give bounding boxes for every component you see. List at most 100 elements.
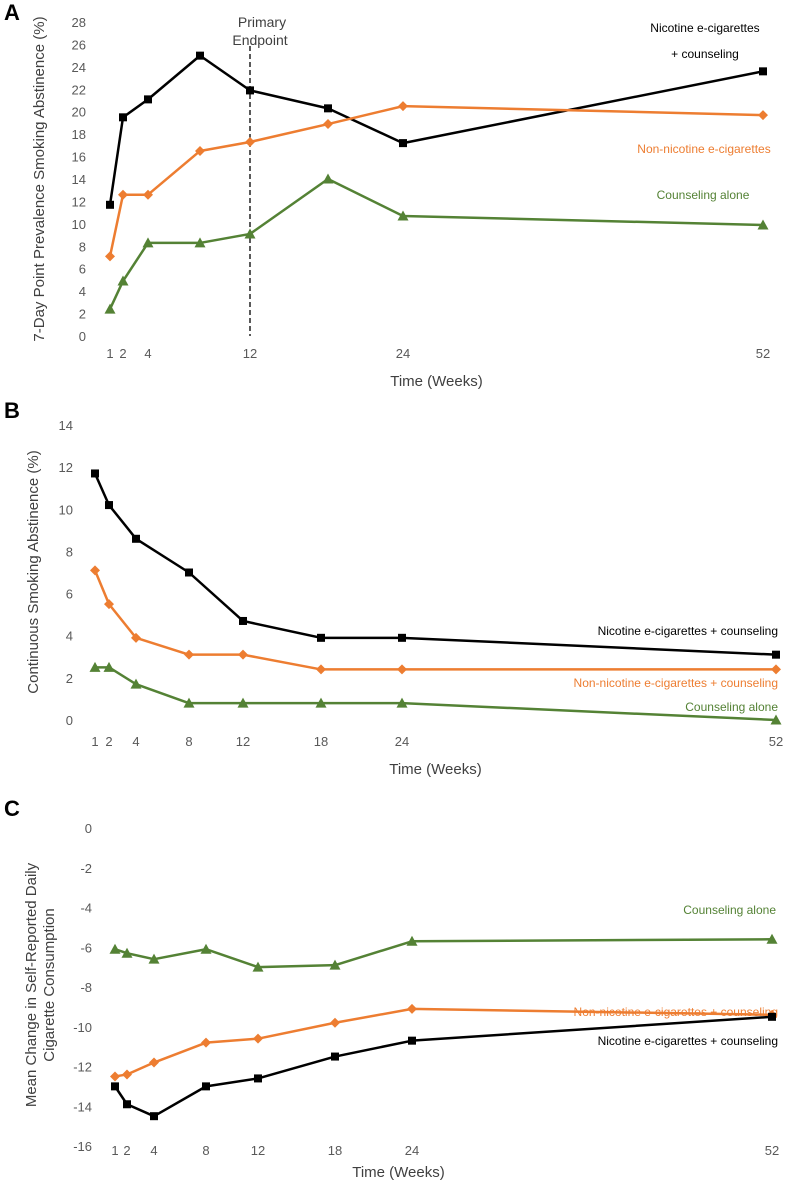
- panel-a-xtick-label: 24: [396, 346, 410, 361]
- panel-a-data-point-counseling: [397, 210, 409, 221]
- panel-c-data-point-counseling: [329, 959, 341, 970]
- panel-b-legend-label-nicotine: Nicotine e-cigarettes + counseling: [598, 624, 778, 638]
- panel-c-data-point-nicotine: [123, 1100, 131, 1109]
- panel-b-ytick-label: 0: [66, 713, 73, 728]
- panel-b-data-point-counseling: [130, 678, 142, 689]
- panel-c-xtick-label: 18: [328, 1143, 342, 1158]
- panel-a-legend-label-counseling: Counseling alone: [657, 188, 750, 202]
- panel-b-data-point-non_nicotine: [397, 664, 407, 675]
- panel-a-data-point-non_nicotine: [245, 136, 255, 147]
- panel-a-data-point-non_nicotine: [118, 189, 128, 200]
- panel-b-y-axis-title: Continuous Smoking Abstinence (%): [25, 450, 42, 693]
- panel-b-ytick-label: 10: [59, 502, 73, 517]
- panel-a-data-point-non_nicotine: [143, 189, 153, 200]
- panel-c-y-axis-title: Mean Change in Self-Reported DailyCigare…: [23, 862, 58, 1107]
- panel-a-legend-label-nicotine: Nicotine e-cigarettes: [650, 21, 759, 35]
- panel-a-primary-endpoint-label: Primary: [238, 14, 286, 30]
- panel-a-data-point-counseling: [194, 237, 206, 248]
- panel-b-data-point-nicotine: [772, 650, 780, 659]
- panel-b-data-point-non_nicotine: [90, 565, 100, 576]
- panel-a-series-line-non_nicotine: [108, 104, 764, 257]
- panel-b-data-point-nicotine: [132, 534, 140, 543]
- panel-b-data-point-non_nicotine: [771, 664, 781, 675]
- panel-c-xtick-label: 1: [111, 1143, 118, 1158]
- panel-b-xtick-label: 24: [395, 734, 409, 749]
- panel-c-data-point-non_nicotine: [110, 1071, 120, 1082]
- panel-c-ytick-label: -10: [73, 1020, 92, 1035]
- panel-c-data-point-nicotine: [150, 1112, 158, 1121]
- panel-c-data-point-counseling: [200, 943, 212, 954]
- panel-c-legend-label-counseling: Counseling alone: [683, 903, 776, 917]
- panel-a-data-point-counseling: [244, 228, 256, 239]
- panel-b-xtick-label: 1: [91, 734, 98, 749]
- panel-b-data-point-nicotine: [317, 633, 325, 642]
- panel-c-ytick-label: -16: [73, 1139, 92, 1154]
- panel-a-legend-label-nicotine: + counseling: [671, 47, 739, 61]
- panel-c-ytick-label: -2: [80, 861, 92, 876]
- panel-b-data-point-counseling: [237, 697, 249, 708]
- panel-a-x-axis-title: Time (Weeks): [390, 373, 483, 390]
- panel-a-data-point-nicotine: [246, 86, 254, 95]
- panel-c-x-axis-title: Time (Weeks): [352, 1164, 445, 1181]
- panel-b-data-point-nicotine: [239, 616, 247, 625]
- panel-c-xtick-label: 2: [123, 1143, 130, 1158]
- panel-b-data-point-counseling: [183, 697, 195, 708]
- panel-c-xtick-label: 52: [765, 1143, 779, 1158]
- panel-a-data-point-counseling: [142, 237, 154, 248]
- panel-a-letter: A: [4, 0, 20, 25]
- panel-c-series-line-nicotine: [113, 1015, 773, 1118]
- panel-a-data-point-non_nicotine: [105, 251, 115, 262]
- panel-b-xtick-label: 18: [314, 734, 328, 749]
- panel-c-data-point-non_nicotine: [253, 1033, 263, 1044]
- panel-c-data-point-counseling: [148, 953, 160, 964]
- panel-a-ytick-label: 22: [72, 82, 86, 97]
- panel-a-ytick-label: 10: [72, 217, 86, 232]
- panel-b-data-point-counseling: [770, 714, 782, 725]
- panel-a-primary-endpoint-label: Endpoint: [232, 32, 287, 48]
- panel-c-xtick-label: 8: [202, 1143, 209, 1158]
- panel-a-ytick-label: 16: [72, 150, 86, 165]
- panel-c-ytick-label: -4: [80, 901, 92, 916]
- panel-b-data-point-non_nicotine: [104, 599, 114, 610]
- panel-a-ytick-label: 24: [72, 60, 86, 75]
- panel-b-legend-label-non_nicotine: Non-nicotine e-cigarettes + counseling: [574, 676, 778, 690]
- panel-a-data-point-nicotine: [119, 113, 127, 122]
- panel-c-ytick-label: -14: [73, 1099, 92, 1114]
- panel-b-data-point-nicotine: [185, 568, 193, 577]
- panel-b-ytick-label: 4: [66, 629, 73, 644]
- panel-a-ytick-label: 14: [72, 172, 86, 187]
- panel-c-data-point-counseling: [109, 943, 121, 954]
- panel-a-data-point-nicotine: [324, 104, 332, 113]
- panel-a-data-point-counseling: [117, 275, 129, 286]
- panel-b-xtick-label: 4: [132, 734, 139, 749]
- panel-a-series-line-counseling: [108, 177, 764, 310]
- panel-b-ytick-label: 2: [66, 671, 73, 686]
- panel-c-legend-label-non_nicotine: Non-nicotine e-cigarettes + counseling: [574, 1005, 778, 1019]
- panel-b-ytick-label: 12: [59, 460, 73, 475]
- panel-b-data-point-counseling: [315, 697, 327, 708]
- panel-c-data-point-non_nicotine: [330, 1017, 340, 1028]
- panel-b-series-line-non_nicotine: [93, 569, 776, 671]
- panel-c-data-point-nicotine: [408, 1036, 416, 1045]
- panel-b-data-point-counseling: [396, 697, 408, 708]
- panel-b-data-point-nicotine: [91, 469, 99, 478]
- panel-c-data-point-non_nicotine: [407, 1003, 417, 1014]
- panel-a-ytick-label: 12: [72, 194, 86, 209]
- panel-c-xtick-label: 24: [405, 1143, 419, 1158]
- panel-a-ytick-label: 4: [79, 284, 86, 299]
- panel-c-letter: C: [4, 796, 20, 821]
- panel-c-data-point-non_nicotine: [201, 1037, 211, 1048]
- panel-b-data-point-non_nicotine: [316, 664, 326, 675]
- panel-a-data-point-non_nicotine: [758, 110, 768, 121]
- panel-a-data-point-counseling: [757, 219, 769, 230]
- panel-a-data-point-nicotine: [196, 51, 204, 60]
- panel-c-ytick-label: -8: [80, 980, 92, 995]
- panel-b-legend-label-counseling: Counseling alone: [685, 700, 778, 714]
- panel-c-series-line-non_nicotine: [114, 1007, 773, 1078]
- panel-a-data-point-non_nicotine: [195, 145, 205, 156]
- panel-c-ytick-label: -12: [73, 1060, 92, 1075]
- panel-c-ytick-label: -6: [80, 940, 92, 955]
